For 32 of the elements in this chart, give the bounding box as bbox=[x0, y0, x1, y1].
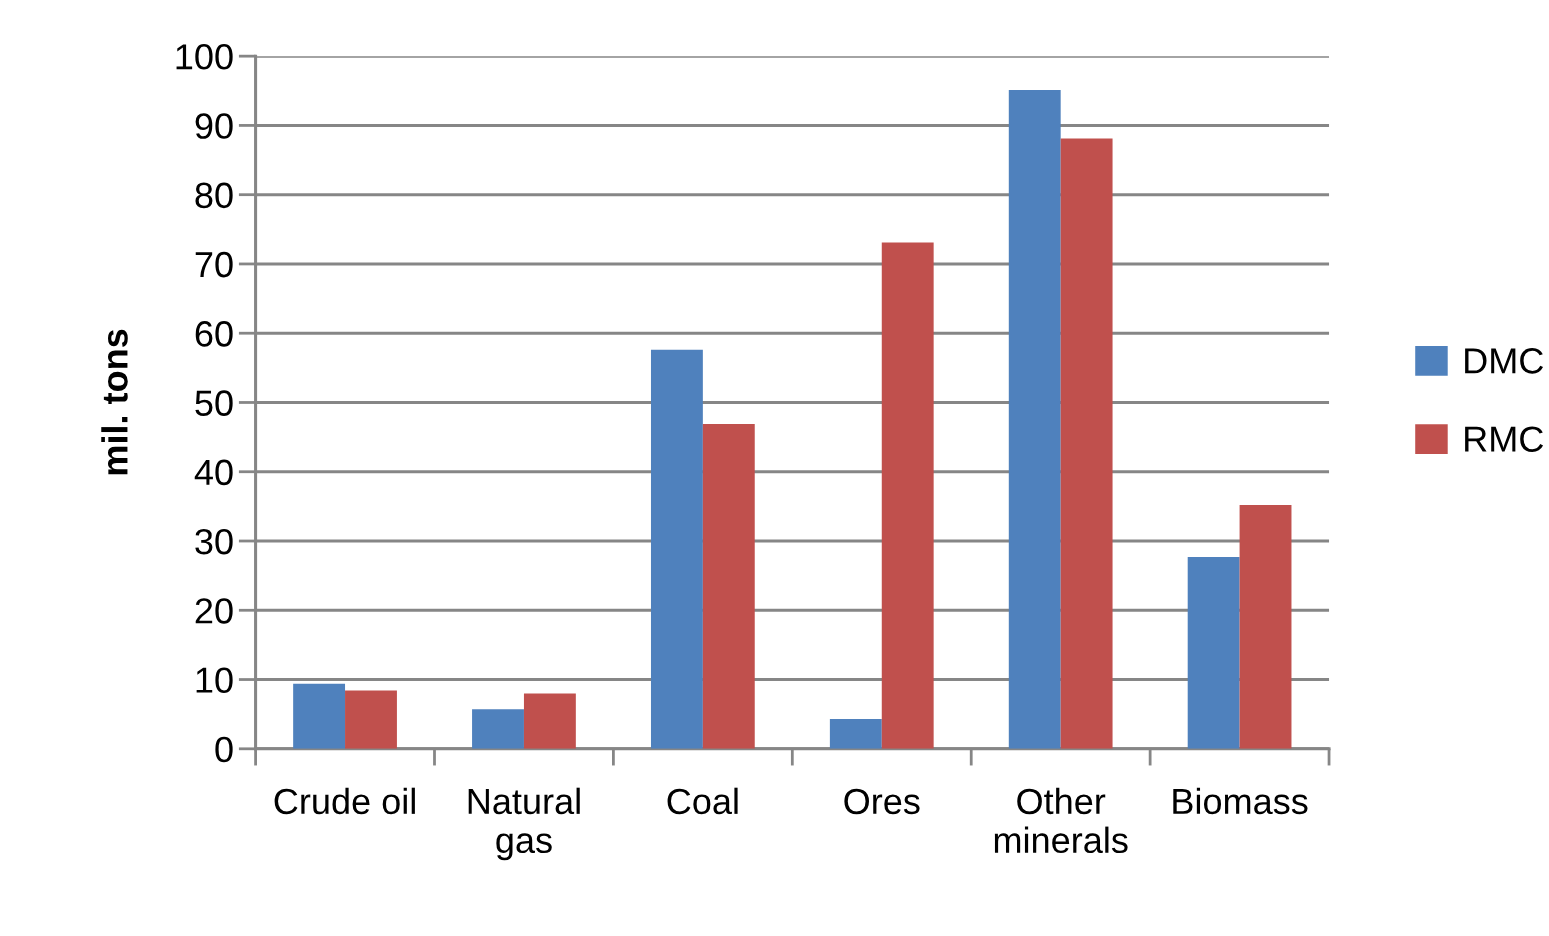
bar bbox=[472, 709, 524, 749]
legend-label: DMC bbox=[1465, 348, 1544, 374]
y-tick-label: 40 bbox=[194, 459, 233, 486]
bar bbox=[293, 683, 346, 749]
x-tick-label: Other minerals bbox=[994, 787, 1128, 854]
y-tick-label: 60 bbox=[195, 321, 233, 347]
bar bbox=[702, 423, 755, 749]
x-tick-label: Biomass bbox=[1173, 787, 1308, 815]
bar bbox=[523, 693, 576, 749]
bar bbox=[881, 242, 934, 749]
bar bbox=[345, 690, 397, 749]
y-tick-label: 50 bbox=[195, 390, 233, 416]
bar bbox=[650, 349, 703, 749]
bar bbox=[1187, 556, 1240, 749]
legend-label: RMC bbox=[1465, 426, 1544, 452]
y-tick-label: 30 bbox=[195, 528, 233, 555]
y-tick-label: 20 bbox=[195, 598, 233, 624]
y-tick-label: 70 bbox=[195, 251, 233, 278]
y-axis-title: mil. tons bbox=[101, 329, 128, 475]
x-tick-label: Natural gas bbox=[468, 787, 580, 861]
x-tick-label: Crude oil bbox=[274, 787, 415, 815]
y-tick-label: 80 bbox=[195, 182, 233, 209]
bar bbox=[1239, 504, 1292, 749]
y-tick-label: 100 bbox=[176, 44, 233, 70]
y-tick-label: 90 bbox=[195, 113, 233, 139]
x-tick-label: Ores bbox=[844, 788, 920, 815]
bar bbox=[829, 719, 882, 749]
y-tick-label: 0 bbox=[215, 736, 233, 763]
x-tick-label: Coal bbox=[667, 787, 738, 815]
bar bbox=[1060, 138, 1113, 749]
y-tick-label: 10 bbox=[196, 667, 233, 693]
bar bbox=[1008, 90, 1061, 749]
